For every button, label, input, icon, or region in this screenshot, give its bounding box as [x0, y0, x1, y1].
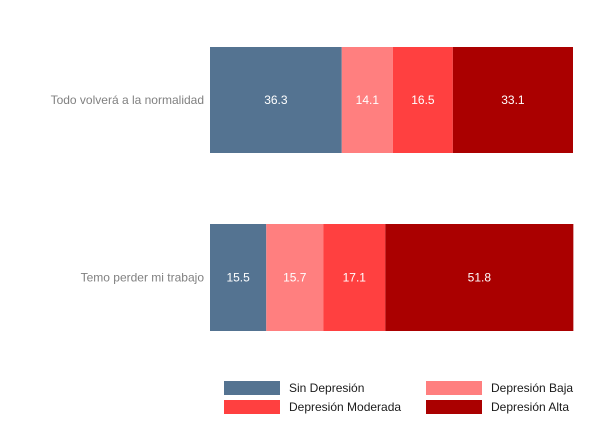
bar-segment: [392, 47, 453, 153]
category-labels: Todo volverá a la normalidad Temo perder …: [51, 93, 205, 285]
bar-segment: [210, 47, 342, 153]
category-label: Temo perder mi trabajo: [81, 271, 205, 285]
bar-segment: [266, 224, 324, 331]
legend-label: Sin Depresión: [289, 381, 364, 395]
legend-label: Depresión Moderada: [289, 400, 401, 414]
legend-swatch: [224, 400, 280, 414]
legend-swatch: [426, 381, 482, 395]
legend-label: Depresión Baja: [491, 381, 573, 395]
data-label: 33.1: [501, 93, 525, 107]
bar-segment: [323, 224, 386, 331]
legend-swatch: [426, 400, 482, 414]
bar-segment: [210, 224, 267, 331]
legend: Sin Depresión Depresión Baja Depresión Mod…: [224, 381, 573, 414]
data-label: 15.7: [283, 271, 307, 285]
legend-label: Depresión Alta: [491, 400, 569, 414]
data-label: 16.5: [411, 93, 435, 107]
data-label: 51.8: [468, 271, 492, 285]
bars-group: 36.3 14.1 16.5 33.1 15.5 15.7 17.1 51.8: [210, 47, 574, 331]
bar-segment: [341, 47, 393, 153]
data-label: 14.1: [356, 93, 380, 107]
data-label: 15.5: [226, 271, 250, 285]
category-label: Todo volverá a la normalidad: [51, 93, 204, 107]
bar-segment: [385, 224, 574, 331]
bar-segment: [452, 47, 573, 153]
data-label: 36.3: [264, 93, 288, 107]
legend-swatch: [224, 381, 280, 395]
data-label: 17.1: [343, 271, 367, 285]
